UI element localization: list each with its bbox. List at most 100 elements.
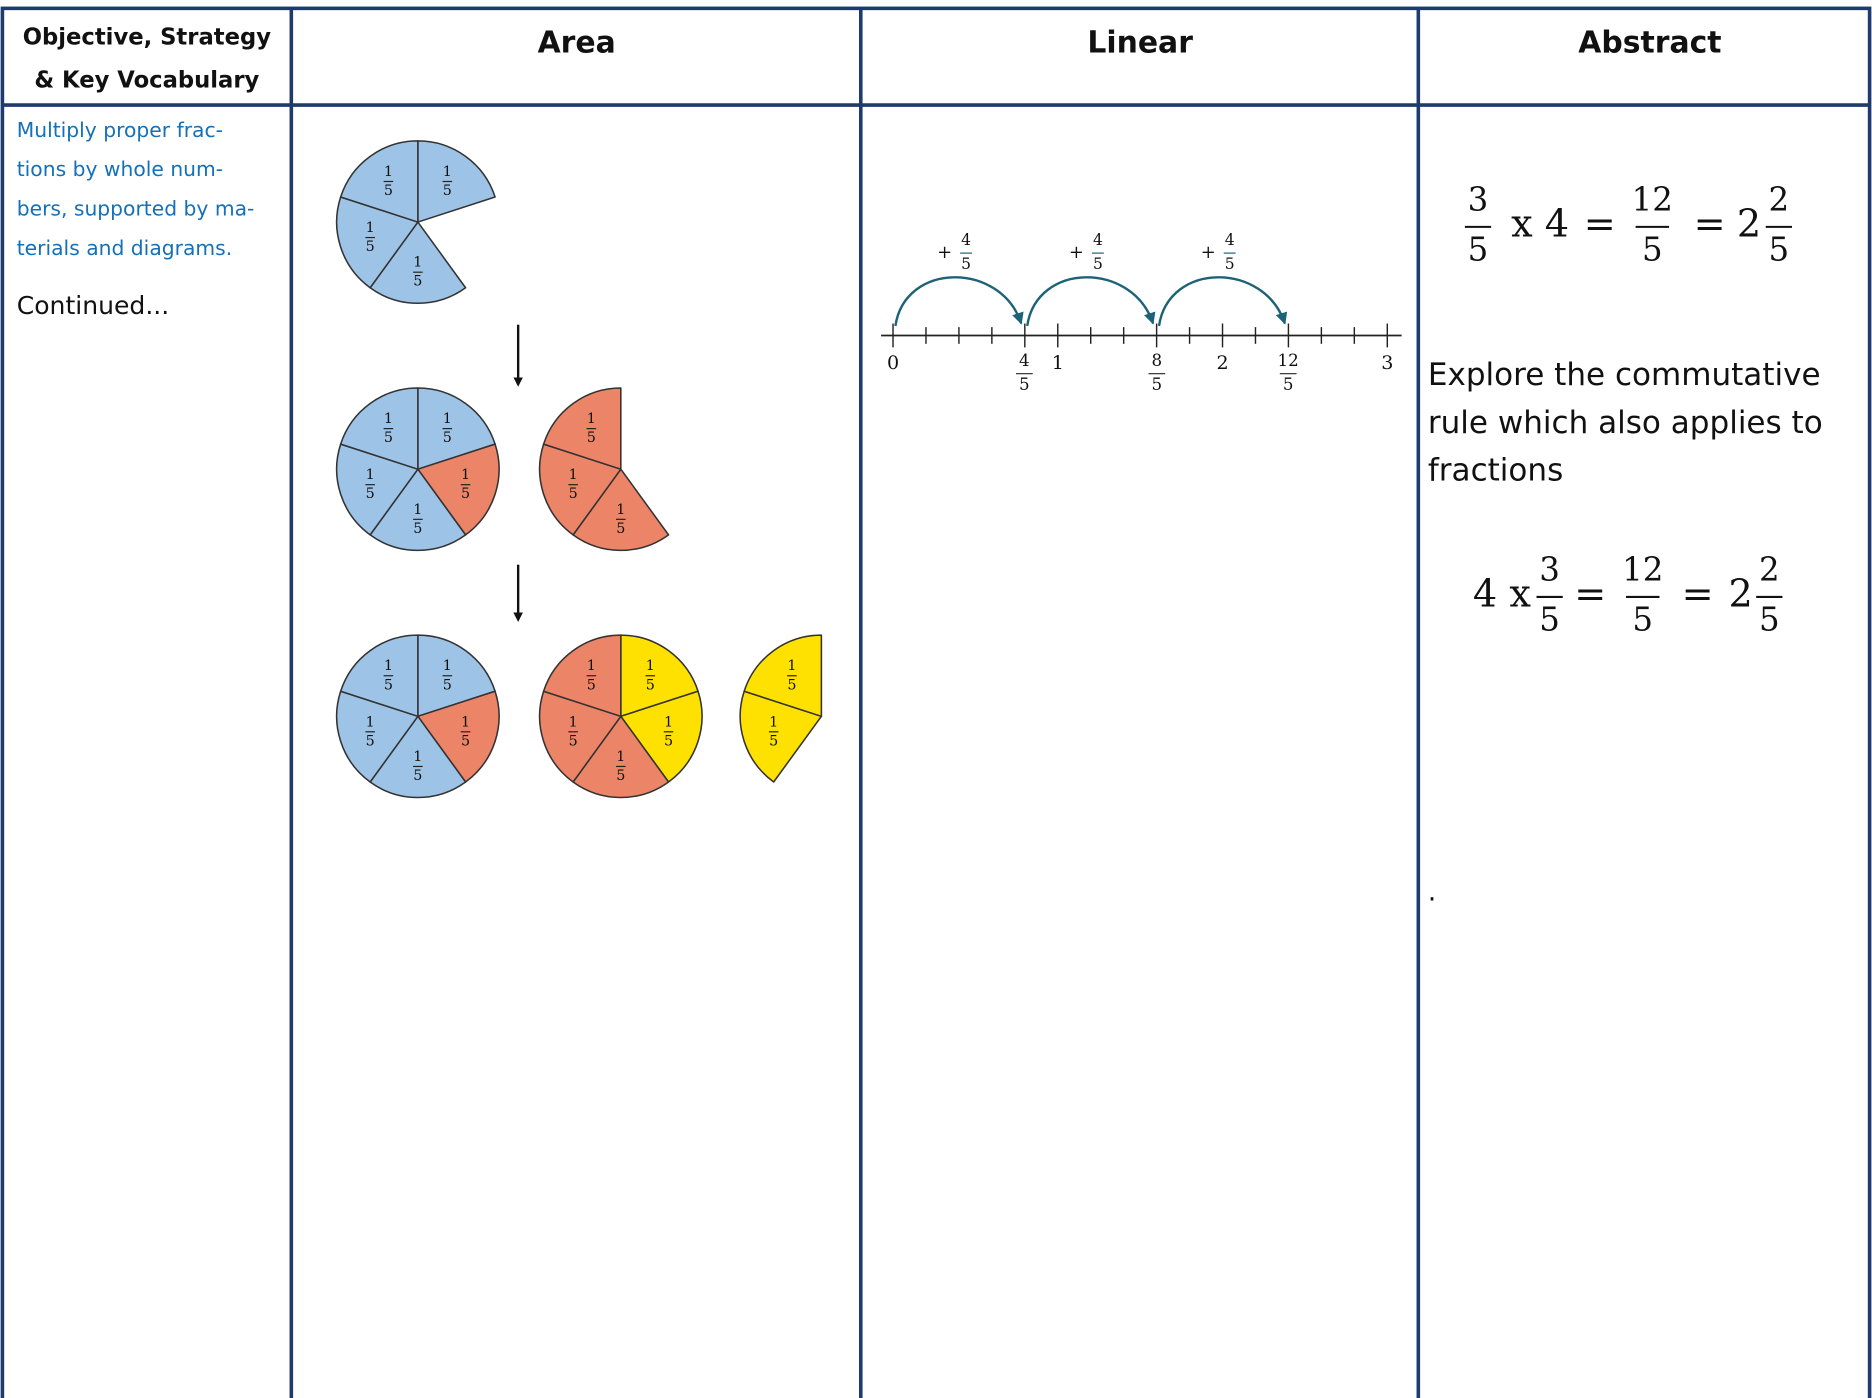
denominator: 5 bbox=[569, 733, 578, 749]
fraction-piece bbox=[743, 634, 823, 718]
jump-arrow bbox=[894, 276, 1024, 327]
fraction-piece bbox=[739, 690, 823, 783]
fraction-piece bbox=[542, 387, 622, 470]
fraction-piece bbox=[417, 387, 496, 470]
objective-text: terials and diagrams. bbox=[17, 236, 232, 260]
jump-arrow bbox=[1026, 276, 1156, 327]
equation-term: = bbox=[1574, 572, 1606, 616]
fraction-circle bbox=[335, 387, 500, 552]
numerator: 1 bbox=[616, 502, 625, 518]
jump-sign: + bbox=[937, 242, 952, 263]
continued-text: Continued... bbox=[17, 291, 170, 320]
denominator: 5 bbox=[1468, 230, 1489, 268]
fraction-piece bbox=[335, 690, 419, 783]
numerator: 4 bbox=[1093, 231, 1103, 249]
fraction-circle bbox=[335, 634, 500, 799]
denominator: 5 bbox=[413, 521, 422, 537]
abstract-text: fractions bbox=[1428, 453, 1563, 489]
numerator: 2 bbox=[1769, 180, 1790, 218]
fraction-piece bbox=[339, 387, 419, 470]
fraction-piece bbox=[538, 690, 622, 783]
denominator: 5 bbox=[961, 255, 971, 273]
denominator: 5 bbox=[1769, 230, 1790, 268]
equation-term: = bbox=[1584, 202, 1616, 246]
numerator: 1 bbox=[646, 658, 655, 674]
numerator: 1 bbox=[616, 749, 625, 765]
numerator: 1 bbox=[366, 467, 375, 483]
numerator: 1 bbox=[413, 502, 422, 518]
denominator: 5 bbox=[443, 183, 452, 199]
denominator: 5 bbox=[413, 768, 422, 784]
denominator: 5 bbox=[366, 733, 375, 749]
numerator: 2 bbox=[1759, 550, 1780, 588]
fraction-circle bbox=[538, 387, 670, 552]
denominator: 5 bbox=[1283, 374, 1294, 394]
fraction-circle bbox=[739, 634, 823, 783]
denominator: 5 bbox=[787, 677, 796, 693]
numerator: 12 bbox=[1278, 350, 1299, 370]
number-label: 2 bbox=[1216, 351, 1228, 374]
abstract-text: Explore the commutative bbox=[1428, 357, 1821, 393]
denominator: 5 bbox=[1642, 230, 1663, 268]
objective-text: tions by whole num- bbox=[17, 157, 223, 181]
fraction-piece bbox=[339, 634, 419, 718]
fraction-piece bbox=[369, 468, 467, 552]
denominator: 5 bbox=[646, 677, 655, 693]
numerator: 1 bbox=[587, 658, 596, 674]
equation-term: 2 bbox=[1729, 572, 1753, 616]
fraction-piece bbox=[335, 196, 419, 289]
number-label: 3 bbox=[1381, 351, 1393, 374]
denominator: 5 bbox=[1225, 255, 1235, 273]
jump-sign: + bbox=[1069, 242, 1084, 263]
fraction-piece bbox=[417, 690, 500, 783]
column-header: Linear bbox=[1087, 26, 1193, 61]
denominator: 5 bbox=[664, 733, 673, 749]
number-label: 0 bbox=[887, 351, 899, 374]
denominator: 5 bbox=[1019, 374, 1030, 394]
fraction-piece bbox=[538, 443, 622, 536]
column-header: & Key Vocabulary bbox=[34, 68, 259, 94]
objective-text: Multiply proper frac- bbox=[17, 118, 223, 142]
numerator: 1 bbox=[569, 714, 578, 730]
abstract-text: rule which also applies to bbox=[1428, 405, 1823, 441]
equation-term: = bbox=[1682, 572, 1714, 616]
numerator: 1 bbox=[443, 658, 452, 674]
numerator: 4 bbox=[1225, 231, 1235, 249]
denominator: 5 bbox=[366, 239, 375, 255]
numerator: 1 bbox=[384, 411, 393, 427]
numerator: 1 bbox=[443, 411, 452, 427]
denominator: 5 bbox=[1093, 255, 1103, 273]
jump-arrow bbox=[1157, 276, 1288, 327]
numerator: 1 bbox=[461, 467, 470, 483]
numerator: 1 bbox=[413, 255, 422, 271]
numerator: 1 bbox=[769, 714, 778, 730]
denominator: 5 bbox=[769, 733, 778, 749]
denominator: 5 bbox=[384, 677, 393, 693]
numerator: 1 bbox=[461, 714, 470, 730]
denominator: 5 bbox=[384, 183, 393, 199]
objective-text: bers, supported by ma- bbox=[17, 197, 255, 221]
denominator: 5 bbox=[366, 486, 375, 502]
numerator: 12 bbox=[1632, 180, 1673, 218]
equation-term: 4 x bbox=[1473, 572, 1531, 616]
fraction-piece bbox=[335, 443, 419, 536]
column-header: Abstract bbox=[1578, 26, 1721, 61]
numerator: 4 bbox=[1019, 350, 1030, 370]
numerator: 12 bbox=[1622, 550, 1663, 588]
numerator: 1 bbox=[787, 658, 796, 674]
fraction-piece bbox=[620, 634, 699, 718]
denominator: 5 bbox=[616, 521, 625, 537]
numerator: 1 bbox=[366, 220, 375, 236]
fraction-piece bbox=[572, 715, 670, 799]
fraction-piece bbox=[417, 140, 496, 223]
table-grid bbox=[0, 6, 1872, 1398]
fraction-piece bbox=[572, 468, 670, 552]
numerator: 1 bbox=[664, 714, 673, 730]
fraction-piece bbox=[417, 634, 496, 718]
numerator: 1 bbox=[384, 658, 393, 674]
numerator: 1 bbox=[569, 467, 578, 483]
fraction-piece bbox=[369, 715, 467, 799]
